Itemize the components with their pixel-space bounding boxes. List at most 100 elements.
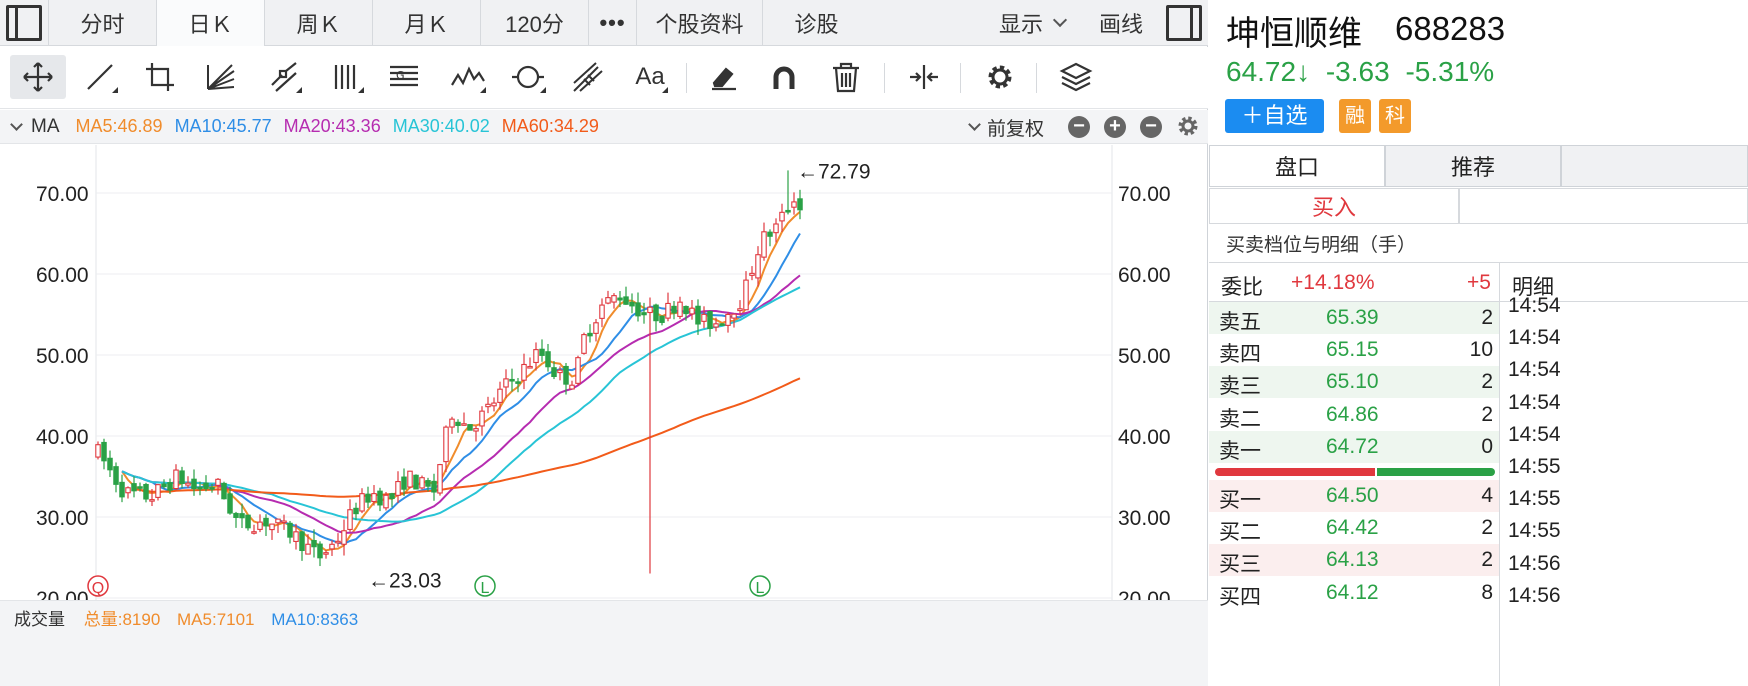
candle-body — [767, 231, 773, 237]
sidebar-toggle-right-icon[interactable] — [1166, 5, 1202, 41]
fan-lines-icon[interactable] — [192, 55, 248, 99]
pitchfork-icon[interactable] — [560, 55, 616, 99]
eraser-icon[interactable] — [696, 55, 752, 99]
candle-body — [635, 302, 641, 317]
candle-body — [239, 513, 245, 519]
ma-label[interactable]: MA — [31, 115, 60, 137]
candle-body — [269, 523, 275, 531]
candle-body — [329, 543, 335, 550]
tab-120min[interactable]: 120分 — [480, 0, 588, 46]
tab-buy[interactable]: 买入 — [1209, 188, 1459, 224]
candle-body — [305, 543, 311, 555]
layers-icon[interactable] — [1048, 55, 1104, 99]
candle-body — [641, 312, 647, 316]
tab-recommend[interactable]: 推荐 — [1385, 145, 1561, 187]
draw-line-button[interactable]: 画线 — [1098, 12, 1143, 37]
buy-level-row[interactable]: 买三 64.13 2 — [1209, 544, 1499, 577]
gear-icon[interactable] — [972, 55, 1028, 99]
candle-body — [197, 486, 203, 490]
ma-value-1: MA10:45.77 — [174, 116, 272, 136]
channel-icon[interactable] — [256, 55, 312, 99]
candle-body — [713, 323, 719, 328]
line-icon[interactable] — [72, 55, 128, 99]
level-label: 买四 — [1219, 585, 1261, 609]
tab-stock-profile[interactable]: 个股资料 — [636, 0, 762, 46]
candle-body — [107, 457, 113, 471]
tab-intraday[interactable]: 分时 — [48, 0, 156, 46]
candle-body — [647, 306, 653, 314]
candle-body — [335, 540, 341, 544]
y-tick-left: 30.00 — [36, 507, 89, 530]
tab-weekly-k[interactable]: 周Ｋ — [264, 0, 372, 46]
cycle-icon[interactable] — [500, 55, 556, 99]
level-price: 64.13 — [1326, 548, 1379, 572]
candle-body — [299, 531, 305, 552]
collapse-icon[interactable]: − — [1068, 116, 1090, 138]
trade-detail-list: 14:54 14:54 14:54 14:54 14:54 14:55 14:55 14:55… — [1499, 294, 1748, 686]
candle-body — [185, 482, 191, 486]
ask-level-row[interactable]: 卖一 64.72 0 — [1209, 430, 1499, 463]
wave-icon[interactable] — [440, 55, 496, 99]
tab-extra[interactable] — [1561, 145, 1748, 187]
candlestick-chart[interactable]: 70.00 70.00 60.00 60.00 50.00 50.00 40.00 40.00… — [0, 145, 1208, 686]
adjust-dropdown[interactable]: 前复权 — [968, 110, 1044, 144]
parallel-lines-icon[interactable] — [318, 55, 374, 99]
ask-level-row[interactable]: 卖二 64.86 2 — [1209, 399, 1499, 431]
stock-code: 688283 — [1395, 10, 1506, 47]
price-line: 64.72↓ -3.63 -5.31% — [1226, 56, 1494, 88]
candle-body — [629, 301, 635, 307]
compress-icon[interactable] — [896, 55, 952, 99]
buy-level-row[interactable]: 买一 64.50 4 — [1209, 480, 1499, 512]
display-dropdown[interactable]: 显示 — [982, 0, 1082, 46]
buy-level-row[interactable]: 买二 64.42 2 — [1209, 512, 1499, 544]
y-tick-right: 70.00 — [1118, 183, 1171, 206]
candle-body — [623, 296, 629, 305]
candle-body — [425, 480, 431, 487]
tab-monthly-k[interactable]: 月Ｋ — [372, 0, 480, 46]
volume-ma10: MA10:8363 — [271, 610, 359, 629]
text-icon[interactable]: Aa — [622, 55, 678, 99]
tab-daily-k[interactable]: 日Ｋ — [156, 0, 264, 46]
candle-body — [371, 493, 377, 503]
candle-body — [575, 357, 581, 384]
chart-panel: 分时 日Ｋ 周Ｋ 月Ｋ 120分 ••• 个股资料 诊股 显示 画线 G — [0, 0, 1208, 686]
zoom-in-icon[interactable]: + — [1104, 116, 1126, 138]
tab-sell[interactable] — [1459, 188, 1748, 224]
ask-level-row[interactable]: 卖五 65.39 2 — [1209, 302, 1499, 334]
zoom-out-icon[interactable]: − — [1140, 116, 1162, 138]
sidebar-toggle-left-icon[interactable] — [6, 5, 42, 41]
magnet-icon[interactable] — [756, 55, 812, 99]
crosshair-move-icon[interactable] — [10, 55, 66, 99]
gann-icon[interactable]: G — [376, 55, 432, 99]
weibi-label: 委比 — [1221, 276, 1263, 299]
ask-level-row[interactable]: 卖三 65.10 2 — [1209, 366, 1499, 399]
candle-body — [593, 322, 599, 334]
chevron-down-icon[interactable] — [10, 117, 23, 131]
more-tabs-button[interactable]: ••• — [588, 0, 636, 46]
tab-diagnosis[interactable]: 诊股 — [762, 0, 870, 46]
detail-header[interactable]: 明细 — [1499, 262, 1748, 302]
ma-value-3: MA30:40.02 — [392, 116, 490, 136]
candle-body — [419, 477, 425, 489]
toolbar-divider — [960, 63, 961, 93]
candle-body — [209, 487, 215, 490]
level-volume: 2 — [1481, 548, 1493, 572]
candle-body — [413, 474, 419, 490]
ask-level-row[interactable]: 卖四 65.15 10 — [1209, 334, 1499, 366]
crop-rect-icon[interactable] — [132, 55, 188, 99]
candle-body — [521, 363, 527, 381]
candle-body — [149, 499, 155, 502]
candle-body — [725, 313, 731, 326]
tab-pankou[interactable]: 盘口 — [1209, 145, 1385, 187]
trade-time: 14:56 — [1508, 583, 1561, 607]
candle-body — [407, 470, 413, 488]
trash-icon[interactable] — [818, 55, 874, 99]
level-label: 卖二 — [1219, 407, 1261, 431]
candle-body — [293, 531, 299, 543]
buy-level-row[interactable]: 买四 64.12 8 — [1209, 577, 1499, 609]
add-watchlist-button[interactable]: ＋自选 — [1225, 99, 1324, 133]
indicator-settings-icon[interactable] — [1176, 114, 1200, 138]
trade-time: 14:55 — [1508, 519, 1561, 543]
candle-body — [485, 403, 491, 408]
candle-body — [263, 517, 269, 527]
